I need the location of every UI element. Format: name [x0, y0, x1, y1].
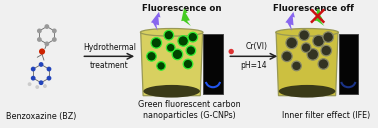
Polygon shape	[141, 32, 203, 96]
Ellipse shape	[279, 85, 335, 98]
Circle shape	[188, 32, 198, 42]
Text: Fluorescence on: Fluorescence on	[143, 3, 222, 13]
Circle shape	[52, 37, 57, 42]
Circle shape	[39, 62, 43, 67]
Circle shape	[299, 30, 310, 40]
Polygon shape	[181, 8, 191, 26]
Circle shape	[321, 45, 332, 56]
Circle shape	[45, 41, 49, 46]
Circle shape	[166, 43, 175, 52]
Text: Inner filter effect (IFE): Inner filter effect (IFE)	[282, 111, 370, 120]
Circle shape	[172, 49, 183, 60]
Polygon shape	[151, 12, 160, 31]
Text: pH=14: pH=14	[240, 61, 267, 70]
Circle shape	[35, 85, 39, 89]
Circle shape	[31, 76, 36, 81]
Circle shape	[183, 59, 193, 69]
Circle shape	[39, 80, 43, 85]
Circle shape	[39, 48, 45, 55]
Text: Cr(VI): Cr(VI)	[246, 42, 268, 51]
Text: treatment: treatment	[90, 61, 129, 70]
Circle shape	[301, 43, 311, 52]
Text: Hydrothermal: Hydrothermal	[83, 42, 136, 51]
Circle shape	[28, 82, 31, 86]
Ellipse shape	[143, 85, 200, 98]
Ellipse shape	[276, 29, 338, 36]
Text: Benzoxazine (BZ): Benzoxazine (BZ)	[6, 112, 76, 121]
Circle shape	[307, 49, 319, 60]
Circle shape	[318, 59, 328, 69]
Text: Green fluorescent carbon
nanoparticles (G-CNPs): Green fluorescent carbon nanoparticles (…	[138, 100, 240, 120]
Circle shape	[31, 67, 36, 71]
Circle shape	[286, 37, 297, 49]
Circle shape	[157, 62, 166, 70]
Circle shape	[186, 46, 196, 55]
Polygon shape	[276, 32, 338, 96]
Bar	[339, 34, 358, 94]
Ellipse shape	[140, 29, 203, 36]
Circle shape	[282, 51, 292, 62]
Circle shape	[37, 28, 42, 33]
Text: Fluorescence off: Fluorescence off	[273, 3, 354, 13]
Polygon shape	[285, 12, 295, 31]
Circle shape	[229, 49, 234, 54]
Circle shape	[45, 24, 49, 29]
Circle shape	[313, 35, 324, 47]
Circle shape	[46, 67, 51, 71]
Circle shape	[46, 76, 51, 81]
Circle shape	[164, 30, 174, 40]
Circle shape	[147, 51, 156, 61]
Polygon shape	[315, 8, 324, 26]
Bar	[203, 34, 223, 94]
Circle shape	[323, 32, 333, 42]
Circle shape	[52, 28, 57, 33]
Circle shape	[151, 38, 161, 48]
Circle shape	[292, 61, 301, 71]
Circle shape	[43, 84, 47, 88]
Circle shape	[37, 37, 42, 42]
Circle shape	[178, 36, 189, 46]
